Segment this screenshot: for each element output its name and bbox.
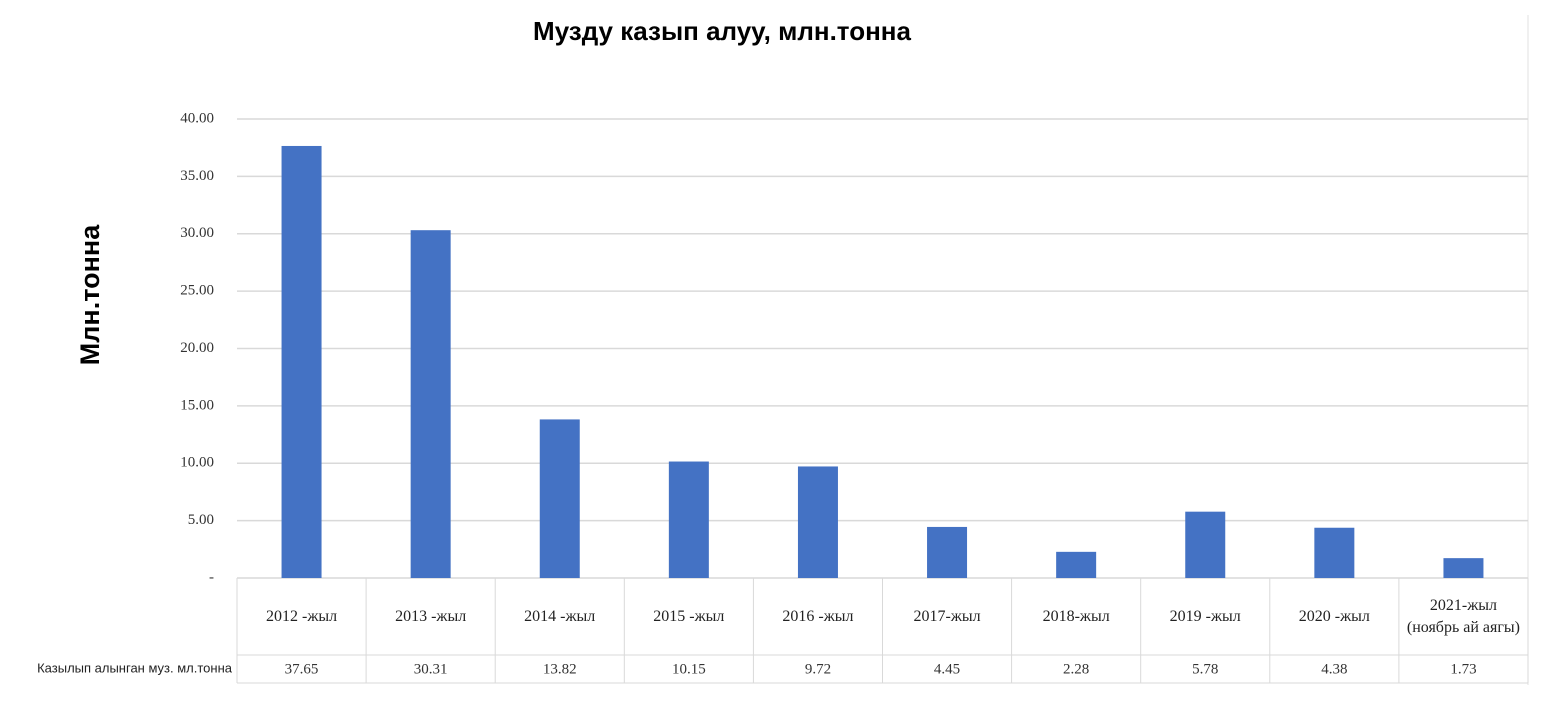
y-tick-label: 35.00 [180, 168, 214, 184]
category-cell: 2019 -жыл [1169, 607, 1241, 625]
bar [797, 466, 838, 578]
category-cell: 2015 -жыл [653, 607, 725, 625]
y-tick-label: 5.00 [188, 512, 214, 528]
table-value: 37.65 [285, 661, 319, 677]
y-tick-label: 40.00 [180, 110, 214, 126]
bar [281, 145, 322, 578]
table-value: 4.45 [934, 661, 960, 677]
table-value: 9.72 [805, 661, 831, 677]
x-tick-label: 2021-жыл (ноябрь ай аягы) [1406, 596, 1521, 636]
y-tick-label: 15.00 [180, 397, 214, 413]
x-tick-label: 2012 -жыл [265, 607, 338, 625]
table-value: 2.28 [1063, 661, 1089, 677]
bar [927, 526, 968, 578]
table-value: 5.78 [1192, 661, 1218, 677]
category-cell: 2012 -жыл [265, 607, 338, 625]
x-tick-label: 2017-жыл [913, 607, 981, 625]
category-cell: 2021-жыл (ноябрь ай аягы) [1406, 596, 1521, 636]
table-value: 13.82 [543, 661, 577, 677]
y-tick-label: 10.00 [180, 455, 214, 471]
x-tick-label: 2020 -жыл [1298, 607, 1370, 625]
chart-title: Музду казып алуу, млн.тонна [533, 16, 911, 46]
x-tick-label: 2019 -жыл [1169, 607, 1241, 625]
y-axis-title: Млн.тонна [75, 224, 105, 365]
x-tick-label: 2015 -жыл [653, 607, 725, 625]
table-value: 30.31 [414, 661, 448, 677]
category-cell: 2018-жыл [1042, 607, 1110, 625]
legend-label: Казылып алынган муз. мл.тонна [37, 660, 233, 675]
table-value: 1.73 [1450, 661, 1476, 677]
bar [1185, 511, 1226, 578]
bar [1443, 558, 1484, 578]
y-tick-label: 20.00 [180, 340, 214, 356]
y-tick-label: 25.00 [180, 283, 214, 299]
bar [1314, 527, 1355, 578]
table-value: 10.15 [672, 661, 706, 677]
x-tick-label: 2018-жыл [1042, 607, 1110, 625]
bar [668, 461, 709, 578]
y-tick-label: - [209, 569, 214, 585]
y-tick-label: 30.00 [180, 225, 214, 241]
bar [1056, 551, 1097, 578]
x-tick-label: 2016 -жыл [782, 607, 854, 625]
category-cell: 2016 -жыл [782, 607, 854, 625]
category-cell: 2013 -жыл [395, 607, 467, 625]
category-cell: 2017-жыл [913, 607, 981, 625]
x-tick-label: 2013 -жыл [395, 607, 467, 625]
category-cell: 2020 -жыл [1298, 607, 1370, 625]
category-cell: 2014 -жыл [524, 607, 596, 625]
x-tick-label: 2014 -жыл [524, 607, 596, 625]
table-value: 4.38 [1321, 661, 1347, 677]
bar [539, 419, 580, 578]
bar [410, 230, 451, 578]
